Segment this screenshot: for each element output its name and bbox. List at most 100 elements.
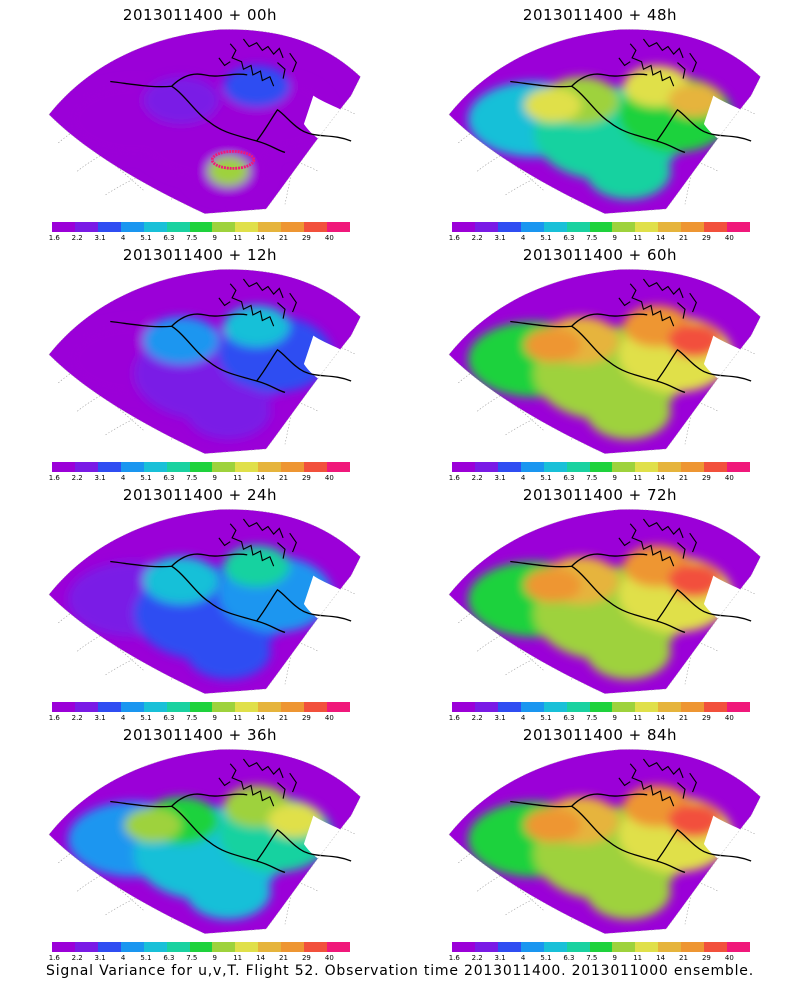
colorbar-tick-label: 40 (324, 474, 334, 482)
variance-field (448, 29, 761, 214)
arctic-islands (618, 758, 697, 807)
colorbar-tick-label: 4 (520, 714, 526, 722)
field-blob (585, 622, 671, 680)
colorbar-swatch (212, 222, 236, 232)
colorbar-swatch (189, 942, 213, 952)
colorbar-tick-label: 5.1 (540, 714, 552, 722)
panel-title: 2013011400 + 12h (122, 246, 278, 264)
colorbar-tick-label: 11 (633, 714, 643, 722)
colorbar-tick-label: 40 (724, 234, 734, 242)
colorbar-tick-label: 21 (679, 714, 688, 722)
field-blob (143, 556, 219, 604)
field-blob (268, 803, 321, 838)
map-panel: 2013011400 + 72h 1.6 2.2 3.1 4 5.1 6.3 7.5 9 11 14… (430, 480, 770, 722)
arctic-islands (218, 38, 297, 87)
variance-map (48, 29, 361, 215)
arctic-islands (218, 758, 297, 807)
map-panel: 2013011400 + 36h 1.6 2.2 3.1 4 5.1 6.3 7.5 9 11 14… (30, 720, 370, 962)
colorbar-tick-label: 7.5 (186, 234, 198, 242)
colorbar-swatch (166, 462, 190, 472)
colorbar-tick-label: 4 (520, 474, 526, 482)
colorbar-tick-label: 2.2 (471, 954, 483, 962)
colorbar-tick-label: 1.6 (448, 714, 460, 722)
field-blob (585, 382, 671, 440)
arctic-islands (618, 278, 697, 327)
colorbar-tick-label: 4 (120, 954, 126, 962)
colorbar-ticks: 1.6 2.2 3.1 4 5.1 6.3 7.5 9 11 14 21 29 40 (30, 234, 370, 244)
colorbar-tick-label: 40 (724, 474, 734, 482)
colorbar-tick-label: 29 (701, 714, 711, 722)
colorbar-tick-label: 7.5 (186, 954, 198, 962)
panel-title: 2013011400 + 00h (122, 6, 278, 24)
panel-title: 2013011400 + 84h (522, 726, 678, 744)
colorbar-tick-label: 1.6 (448, 234, 460, 242)
colorbar-tick-label: 6.3 (563, 474, 575, 482)
domain-border (448, 29, 761, 215)
colorbar-tick-label: 14 (256, 954, 266, 962)
colorbar-swatch (635, 222, 659, 232)
figure-caption: Signal Variance for u,v,T. Flight 52. Ob… (46, 963, 754, 979)
colorbar-tick-label: 7.5 (186, 714, 198, 722)
map-panel: 2013011400 + 48h 1.6 2.2 3.1 4 5.1 6.3 7.5 9 11 14… (430, 0, 770, 242)
arctic-islands (218, 518, 297, 567)
colorbar-tick-label: 1.6 (48, 234, 60, 242)
colorbar-tick-label: 40 (324, 234, 334, 242)
colorbar-swatch (635, 702, 659, 712)
colorbar-tick-label: 1.6 (448, 474, 460, 482)
colorbar-tick-label: 6.3 (163, 234, 175, 242)
colorbar-tick-label: 1.6 (48, 474, 60, 482)
colorbar-tick-label: 1.6 (48, 954, 60, 962)
colorbar-tick-label: 29 (301, 954, 311, 962)
colorbar-swatch (681, 462, 705, 472)
field-blob (223, 545, 290, 587)
colorbar (452, 702, 750, 712)
colorbar-swatch (681, 222, 705, 232)
colorbar-tick-label: 3.1 (494, 954, 506, 962)
field-blob (585, 142, 671, 200)
colorbar-ticks: 1.6 2.2 3.1 4 5.1 6.3 7.5 9 11 14 21 29 40 (30, 714, 370, 724)
colorbar-tick-label: 14 (656, 234, 666, 242)
colorbar-tick-label: 29 (701, 954, 711, 962)
variance-map (48, 749, 361, 935)
colorbar-tick-label: 9 (212, 234, 217, 242)
colorbar-tick-label: 14 (256, 474, 266, 482)
colorbar-swatch (566, 462, 590, 472)
colorbar-swatch (74, 222, 98, 232)
colorbar-tick-label: 1.6 (448, 954, 460, 962)
colorbar-swatch (589, 222, 613, 232)
colorbar-swatch (727, 222, 750, 232)
colorbar-tick-label: 7.5 (186, 474, 198, 482)
colorbar-swatch (281, 942, 305, 952)
colorbar-tick-label: 5.1 (540, 474, 552, 482)
colorbar-swatch (681, 702, 705, 712)
colorbar-swatch (704, 222, 728, 232)
colorbar-tick-label: 29 (701, 234, 711, 242)
colorbar-swatch (635, 942, 659, 952)
colorbar-swatch (704, 702, 728, 712)
colorbar-swatch (166, 702, 190, 712)
colorbar-tick-label: 11 (233, 234, 243, 242)
colorbar-swatch (166, 942, 190, 952)
colorbar-tick-label: 4 (120, 474, 126, 482)
field-blob (223, 305, 290, 347)
colorbar-tick-label: 21 (279, 234, 288, 242)
colorbar-ticks: 1.6 2.2 3.1 4 5.1 6.3 7.5 9 11 14 21 29 40 (430, 714, 770, 724)
colorbar-tick-label: 6.3 (163, 714, 175, 722)
coastline (110, 73, 352, 153)
map-panel: 2013011400 + 12h 1.6 2.2 3.1 4 5.1 6.3 7.5 9 11 14… (30, 240, 370, 482)
variance-map (448, 749, 761, 935)
colorbar-swatch (304, 222, 328, 232)
colorbar-swatch (589, 462, 613, 472)
colorbar-swatch (166, 222, 190, 232)
colorbar-swatch (474, 942, 498, 952)
colorbar-swatch (452, 462, 475, 472)
colorbar-swatch (304, 462, 328, 472)
coastline (110, 313, 352, 393)
colorbar-swatch (97, 702, 121, 712)
variance-field (448, 269, 761, 454)
colorbar-swatch (304, 702, 328, 712)
colorbar-tick-label: 3.1 (494, 714, 506, 722)
colorbar-tick-label: 2.2 (71, 234, 83, 242)
colorbar-swatch (658, 462, 682, 472)
domain-border (48, 509, 361, 695)
